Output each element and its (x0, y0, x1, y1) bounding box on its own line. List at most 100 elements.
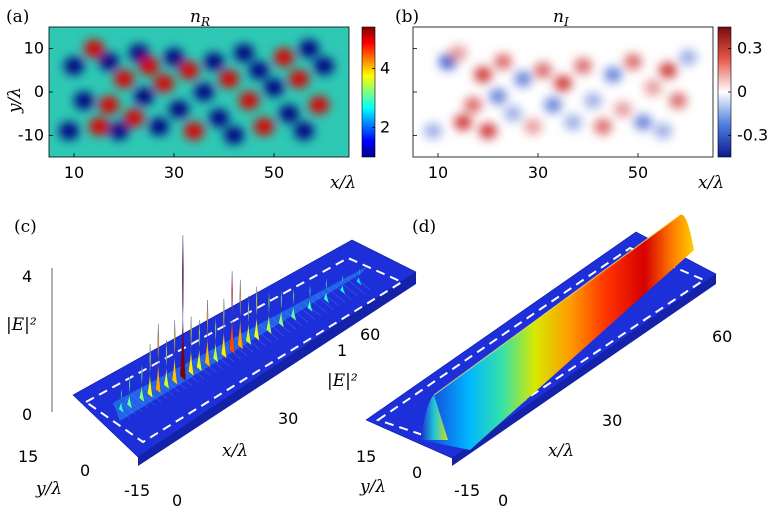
heatmap-b-blob (524, 118, 542, 135)
heatmap-a-blob (224, 126, 244, 145)
colorbar-b-tick: 0.3 (737, 39, 762, 58)
heatmap-b-blob (534, 62, 552, 79)
heatmap-b-blob (424, 123, 442, 139)
heatmap-b-blob (584, 92, 602, 109)
surface-peak (307, 283, 314, 313)
panel-b-heatmap (424, 45, 697, 139)
heatmap-b-blob (659, 62, 677, 79)
panel-d-label: (d) (412, 217, 436, 237)
panel-d-ytick-15: 15 (356, 447, 376, 466)
panel-c-boundary (84, 256, 405, 444)
heatmap-b-blob (464, 97, 482, 113)
panel-a-xtick: 30 (164, 163, 184, 182)
heatmap-a-blob (254, 117, 274, 136)
heatmap-a-blob (169, 100, 189, 119)
heatmap-a-blob (114, 70, 134, 88)
panel-d-xtick-60: 60 (712, 327, 732, 346)
panel-d: (d) 1 |E|² 15 0 -15 y/λ 0 30 60 x/λ (327, 214, 732, 510)
panel-a-ytick: 10 (24, 39, 44, 58)
heatmap-a-blob (149, 117, 169, 136)
heatmap-a-blob (89, 117, 109, 136)
surface-peak (212, 316, 219, 364)
panel-a-xtick: 10 (64, 163, 84, 182)
heatmap-b-blob (449, 45, 467, 61)
heatmap-a-blob (209, 109, 229, 127)
panel-d-ridge-shoulder (420, 395, 448, 440)
heatmap-a-blob (279, 104, 299, 123)
panel-c-xtick-0: 0 (172, 491, 182, 510)
panel-a-ylabel: y/λ (5, 87, 25, 114)
heatmap-a-blob (134, 87, 154, 106)
surface-peak (126, 375, 133, 410)
mesh-line (309, 298, 328, 313)
heatmap-a-blob (264, 78, 284, 97)
mesh-line (346, 278, 365, 294)
panel-c: (c) 4 0 |E|² 15 0 -15 y/λ 0 30 60 x/λ (6, 217, 417, 510)
heatmap-a-blob (299, 39, 319, 58)
surface-peak (356, 267, 363, 286)
colorbar-b-tick: 0 (737, 82, 747, 101)
panel-b-title: nI (553, 7, 569, 29)
surface-peak (339, 274, 346, 295)
heatmap-a-blob (234, 44, 254, 62)
panel-a-colorbar (361, 26, 376, 158)
panel-d-ytick-neg15: -15 (454, 481, 480, 500)
heatmap-a-blob (249, 61, 269, 80)
panel-d-ytick-0: 0 (412, 463, 422, 482)
surface-peak (179, 235, 186, 381)
mesh-line (327, 288, 346, 304)
panel-d-floor-edge (452, 274, 716, 466)
colorbar-b-tick: -0.3 (737, 125, 768, 144)
heatmap-a-blob (239, 91, 259, 110)
heatmap-a-blob (219, 70, 239, 88)
panel-c-ytick-15: 15 (18, 447, 38, 466)
surface-peak (278, 288, 285, 329)
panel-d-xlabel: x/λ (548, 441, 574, 461)
panel-d-ylabel: y/λ (359, 477, 386, 497)
heatmap-a-blob (289, 70, 309, 88)
surface-peak (253, 286, 260, 342)
heatmap-b-blob (489, 88, 507, 105)
panel-c-floor (72, 239, 417, 458)
heatmap-a-blob (204, 52, 224, 71)
surface-peak (229, 271, 236, 355)
panel-c-xtick-30: 30 (278, 409, 298, 428)
heatmap-a-blob (124, 109, 144, 127)
surface-peak (147, 343, 154, 399)
heatmap-a-blob (59, 122, 79, 140)
heatmap-b-blob (644, 79, 662, 96)
heatmap-a-blob (314, 57, 334, 75)
panel-c-zlabel: |E|² (6, 315, 37, 335)
heatmap-b-blob (604, 66, 622, 83)
heatmap-a-blob (109, 122, 129, 140)
heatmap-b-blob (554, 75, 572, 92)
heatmap-a-blob (184, 122, 204, 140)
heatmap-b-blob (679, 49, 697, 66)
surface-peak (290, 287, 297, 322)
panel-b-xtick: 10 (428, 163, 448, 182)
mesh-line (303, 301, 322, 317)
heatmap-b-blob (514, 71, 532, 87)
panel-d-ztick-1: 1 (337, 341, 347, 360)
panel-d-xtick-30: 30 (602, 411, 622, 430)
panel-b-xlabel: x/λ (698, 173, 724, 193)
heatmap-b-blob (624, 53, 642, 70)
colorbar-a-tick: 4 (380, 58, 390, 77)
heatmap-b-blob (594, 118, 612, 135)
panel-c-label: (c) (14, 217, 37, 237)
panel-c-ztick-4: 4 (22, 267, 32, 286)
panel-b: (b) nI 10 30 50 x/λ 0.3 0 -0.3 (395, 7, 768, 193)
mesh-line (352, 275, 371, 290)
colorbar-a-tick: 2 (380, 117, 390, 136)
heatmap-a-blob (129, 44, 149, 62)
panel-a: (a) nR 10 30 50 10 0 -10 y/λ x/λ 4 2 (5, 7, 390, 193)
heatmap-a-blob (74, 91, 94, 110)
panel-c-xlabel: x/λ (222, 441, 248, 461)
heatmap-a-blob (309, 96, 329, 114)
heatmap-a-blob (194, 83, 214, 101)
heatmap-a-blob (179, 61, 199, 80)
panel-a-xtick: 50 (264, 163, 284, 182)
surface-peak (323, 277, 330, 304)
mesh-line (296, 304, 315, 320)
